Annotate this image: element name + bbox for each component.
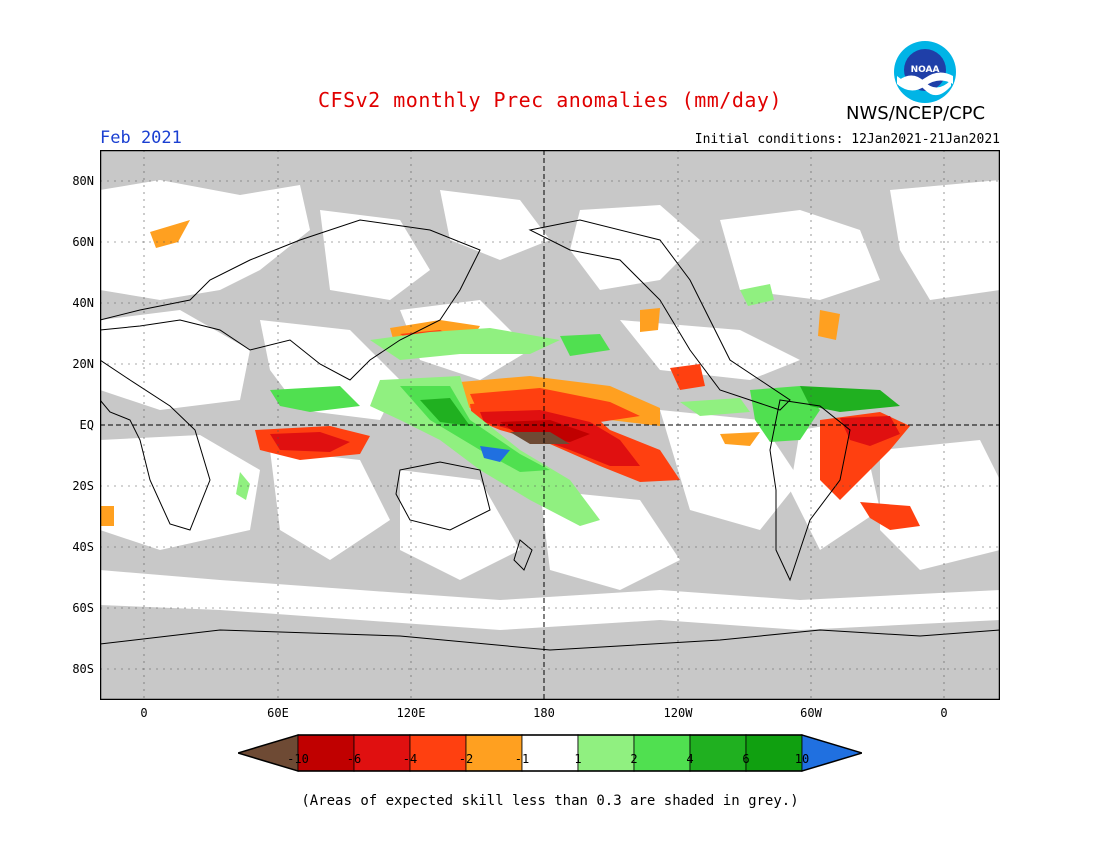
colorbar-label: 2 bbox=[630, 752, 638, 766]
colorbar-segment bbox=[745, 734, 803, 772]
logo-text: NOAA bbox=[911, 65, 940, 75]
colorbar-label: 4 bbox=[686, 752, 694, 766]
lat-label: 80S bbox=[72, 662, 94, 676]
colorbar bbox=[238, 734, 862, 772]
dry-anomalies bbox=[100, 220, 920, 530]
lat-label: 40S bbox=[72, 540, 94, 554]
initial-conditions: Initial conditions: 12Jan2021-21Jan2021 bbox=[694, 132, 1000, 147]
lon-label: 0 bbox=[140, 706, 148, 720]
lon-label: 120E bbox=[396, 706, 426, 720]
colorbar-segment bbox=[521, 734, 579, 772]
lat-label: EQ bbox=[79, 418, 94, 432]
organization-label: NWS/NCEP/CPC bbox=[846, 103, 986, 124]
lat-label: 60S bbox=[72, 601, 94, 615]
colorbar-label: 6 bbox=[742, 752, 750, 766]
noaa-logo: NOAA bbox=[894, 41, 956, 103]
colorbar-segment bbox=[465, 734, 523, 772]
lat-label: 60N bbox=[72, 235, 94, 249]
colorbar-segment bbox=[409, 734, 467, 772]
colorbar-segment bbox=[297, 734, 355, 772]
colorbar-label: -6 bbox=[346, 752, 362, 766]
lat-label: 80N bbox=[72, 174, 94, 188]
continent-outlines bbox=[100, 219, 1000, 651]
colorbar-label: 1 bbox=[574, 752, 582, 766]
colorbar-label: -4 bbox=[402, 752, 418, 766]
colorbar-label: -2 bbox=[458, 752, 474, 766]
colorbar-upper-arrow bbox=[801, 734, 862, 772]
chart-title: CFSv2 monthly Prec anomalies (mm/day) bbox=[317, 88, 783, 112]
colorbar-label: 10 bbox=[794, 752, 810, 766]
lon-label: 0 bbox=[940, 706, 948, 720]
lat-label: 20N bbox=[72, 357, 94, 371]
colorbar-segment bbox=[353, 734, 411, 772]
lat-label: 40N bbox=[72, 296, 94, 310]
skill-note: (Areas of expected skill less than 0.3 a… bbox=[301, 793, 799, 809]
lat-label: 20S bbox=[72, 479, 94, 493]
colorbar-segment bbox=[577, 734, 635, 772]
lon-label: 180 bbox=[533, 706, 555, 720]
colorbar-label: -1 bbox=[514, 752, 530, 766]
precip-anomaly-map bbox=[100, 150, 1000, 700]
grid-lines bbox=[100, 150, 1000, 700]
lon-label: 120W bbox=[663, 706, 693, 720]
forecast-month: Feb 2021 bbox=[100, 128, 182, 148]
lon-label: 60E bbox=[267, 706, 289, 720]
wet-anomalies bbox=[236, 284, 900, 526]
colorbar-segment bbox=[633, 734, 691, 772]
colorbar-label: -10 bbox=[287, 752, 309, 766]
lon-label: 60W bbox=[800, 706, 822, 720]
